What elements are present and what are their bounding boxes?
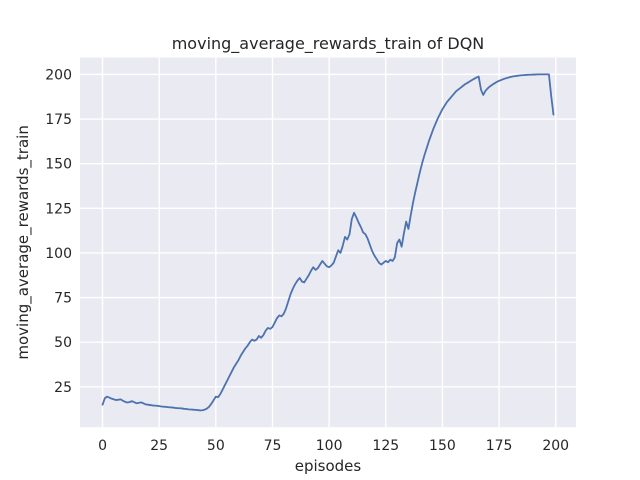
gridlines (80, 57, 576, 428)
plot-area (80, 57, 576, 428)
y-tick-label: 125 (45, 201, 72, 217)
y-tick-label: 75 (54, 291, 72, 307)
y-tick-label: 200 (45, 67, 72, 83)
x-tick-label: 175 (486, 438, 513, 454)
x-tick-label: 50 (207, 438, 225, 454)
y-axis-label: moving_average_rewards_train (14, 125, 33, 359)
x-tick-label: 25 (150, 438, 168, 454)
y-tick-label: 25 (54, 380, 72, 396)
chart-title: moving_average_rewards_train of DQN (172, 34, 485, 54)
y-tick-label: 50 (54, 335, 72, 351)
data-line-series (101, 73, 555, 412)
x-tick-label: 75 (264, 438, 282, 454)
x-tick-label: 200 (542, 438, 569, 454)
x-tick-label: 100 (316, 438, 343, 454)
y-tick-label: 175 (45, 112, 72, 128)
x-tick-label: 125 (372, 438, 399, 454)
x-axis-label: episodes (295, 457, 362, 475)
x-tick-labels: 0 25 50 75 100 125 150 175 200 (98, 438, 569, 454)
x-tick-label: 150 (429, 438, 456, 454)
y-tick-label: 150 (45, 157, 72, 173)
x-tick-label: 0 (98, 438, 107, 454)
y-tick-label: 100 (45, 246, 72, 262)
y-tick-labels: 25 50 75 100 125 150 175 200 (45, 67, 72, 395)
